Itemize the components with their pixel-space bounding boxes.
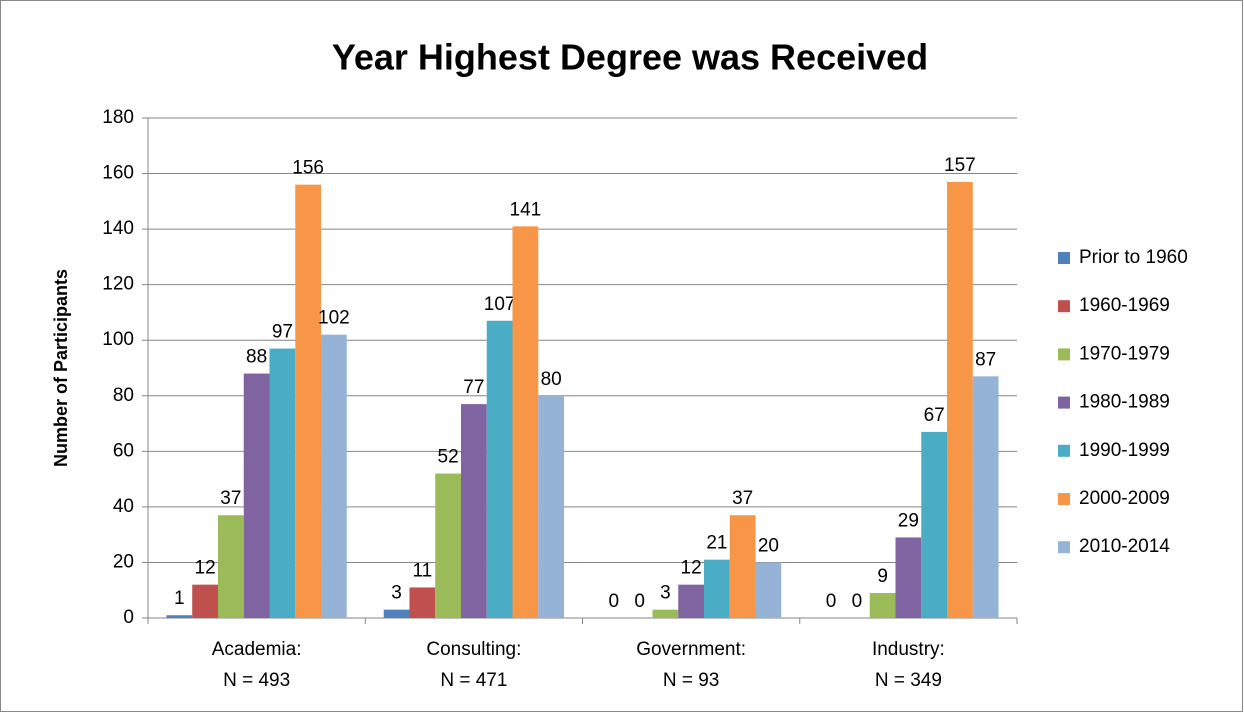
bar [678, 584, 705, 618]
bar [704, 559, 730, 618]
legend-label: 1980-1989 [1079, 392, 1170, 413]
y-tick-label: 180 [102, 107, 134, 128]
x-tick-label: Industry: [872, 639, 945, 660]
bar [383, 609, 410, 618]
bar [192, 584, 218, 618]
y-tick-label: 120 [102, 274, 134, 295]
y-tick-label: 40 [113, 496, 134, 517]
data-label: 87 [975, 349, 996, 370]
y-tick-label: 0 [123, 607, 134, 628]
data-label: 77 [463, 377, 484, 398]
data-label: 102 [318, 308, 350, 329]
chart-title: Year Highest Degree was Received [332, 37, 928, 78]
x-tick-label: N = 349 [875, 670, 942, 691]
bar [538, 395, 565, 618]
bar [486, 320, 513, 618]
data-label: 156 [292, 158, 324, 179]
bar [512, 226, 539, 619]
data-label: 157 [944, 155, 976, 176]
bar [243, 373, 270, 618]
data-label: 141 [510, 199, 542, 220]
data-label: 37 [220, 488, 241, 509]
data-label: 1 [174, 588, 185, 609]
bar [460, 404, 487, 618]
y-axis-label: Number of Participants [51, 269, 71, 467]
bar [409, 587, 436, 618]
data-label: 3 [391, 583, 402, 604]
data-label: 3 [660, 583, 671, 604]
data-label: 88 [246, 347, 267, 368]
legend-swatch [1058, 300, 1070, 313]
x-tick-label: Academia: [212, 639, 302, 660]
legend-label: 1970-1979 [1079, 343, 1170, 364]
data-label: 21 [706, 533, 727, 554]
bar [435, 473, 461, 618]
x-tick-label: N = 493 [223, 670, 290, 691]
data-label: 0 [634, 591, 645, 612]
data-label: 12 [681, 558, 702, 579]
bar [972, 376, 999, 618]
data-label: 80 [541, 369, 562, 390]
legend-label: 2000-2009 [1079, 488, 1170, 509]
legend-swatch [1058, 444, 1070, 457]
y-tick-label: 140 [102, 218, 134, 239]
data-label: 0 [826, 591, 837, 612]
y-tick-label: 80 [113, 385, 134, 406]
legend-label: 2010-2014 [1079, 536, 1170, 557]
bar [755, 562, 782, 618]
bar [166, 615, 193, 618]
y-tick-label: 60 [113, 440, 134, 461]
bar [321, 334, 347, 618]
y-tick-label: 160 [102, 163, 134, 184]
bar [652, 609, 679, 618]
bar [869, 593, 896, 618]
x-tick-label: N = 93 [663, 670, 720, 691]
legend-label: Prior to 1960 [1079, 247, 1188, 268]
data-label: 12 [195, 558, 216, 579]
y-tick-label: 100 [102, 329, 134, 350]
data-label: 0 [609, 591, 620, 612]
x-tick-label: Government: [636, 639, 746, 660]
bar [921, 431, 948, 618]
data-label: 67 [924, 405, 945, 426]
x-tick-label: Consulting: [426, 639, 521, 660]
data-label: 11 [412, 560, 432, 581]
bar [729, 515, 756, 618]
legend-swatch [1058, 541, 1070, 554]
y-tick-label: 20 [113, 551, 134, 572]
data-label: 97 [272, 322, 293, 343]
data-label: 107 [484, 294, 516, 315]
data-label: 52 [438, 447, 459, 468]
data-label: 0 [852, 591, 863, 612]
data-label: 9 [877, 566, 888, 587]
legend-swatch [1058, 348, 1070, 361]
bar [895, 537, 922, 618]
bar [217, 515, 244, 618]
legend-swatch [1058, 396, 1070, 409]
data-label: 29 [898, 510, 919, 531]
bar [269, 348, 296, 618]
legend-label: 1960-1969 [1079, 295, 1170, 316]
bar [295, 184, 322, 618]
legend-swatch [1058, 252, 1070, 264]
x-tick-label: N = 471 [440, 670, 507, 691]
legend-label: 1990-1999 [1079, 440, 1170, 461]
data-label: 37 [732, 488, 753, 509]
legend-swatch [1058, 493, 1070, 505]
bar [947, 181, 973, 618]
data-label: 20 [758, 535, 779, 556]
